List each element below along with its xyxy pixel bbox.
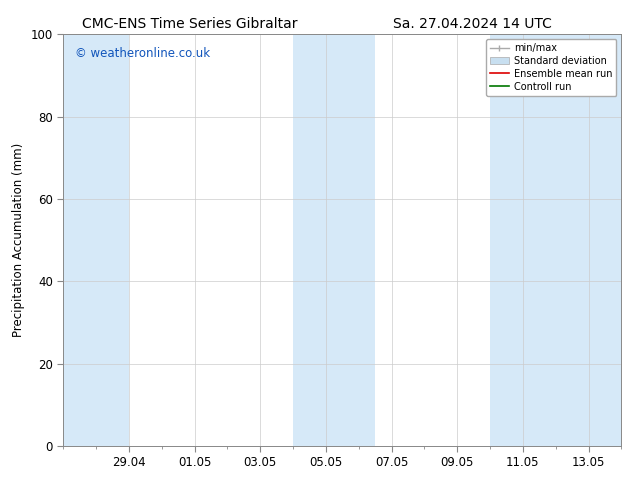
Y-axis label: Precipitation Accumulation (mm): Precipitation Accumulation (mm) [12,143,25,337]
Bar [490,34,621,446]
Text: Sa. 27.04.2024 14 UTC: Sa. 27.04.2024 14 UTC [392,17,552,31]
Legend: min/max, Standard deviation, Ensemble mean run, Controll run: min/max, Standard deviation, Ensemble me… [486,39,616,96]
Bar [63,34,129,446]
Bar [293,34,375,446]
Text: CMC-ENS Time Series Gibraltar: CMC-ENS Time Series Gibraltar [82,17,298,31]
Text: © weatheronline.co.uk: © weatheronline.co.uk [75,47,210,60]
